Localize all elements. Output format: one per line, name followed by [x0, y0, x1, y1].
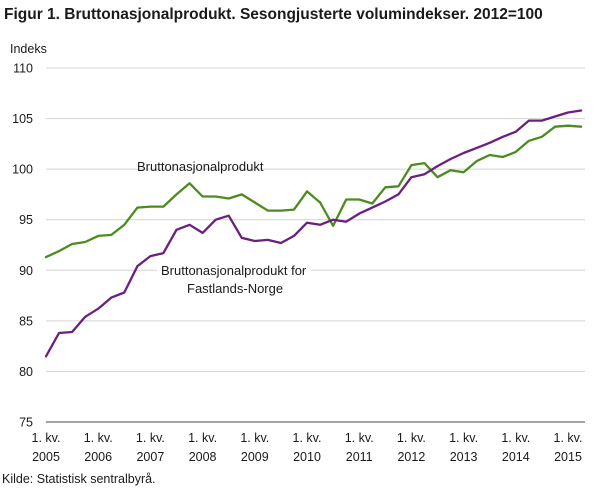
x-tick-label-top: 1. kv.: [554, 431, 583, 445]
annotation-fastland-line1: Bruttonasjonalprodukt for: [161, 263, 307, 278]
x-tick-label-year: 2008: [189, 450, 217, 464]
y-tick-label: 75: [19, 416, 33, 430]
x-tick-label-top: 1. kv.: [136, 431, 165, 445]
x-tick-label-top: 1. kv.: [84, 431, 113, 445]
x-tick-label-top: 1. kv.: [397, 431, 426, 445]
series-annotations: Bruttonasjonalprodukt Bruttonasjonalprod…: [137, 159, 311, 298]
annotation-bnp: Bruttonasjonalprodukt: [137, 159, 264, 174]
y-tick-label: 105: [12, 112, 33, 126]
x-tick-label-year: 2012: [397, 450, 425, 464]
x-tick-label-year: 2005: [32, 450, 60, 464]
y-axis-label: Indeks: [10, 42, 47, 56]
x-tick-label-year: 2011: [346, 450, 373, 464]
x-tick-label-top: 1. kv.: [501, 431, 530, 445]
y-tick-label: 100: [12, 163, 33, 177]
x-tick-label-year: 2014: [502, 450, 530, 464]
x-tick-labels: 1. kv. 2005 1. kv. 2006 1. kv. 2007 1. kv. 2008…: [32, 431, 583, 464]
y-tick-label: 85: [19, 314, 33, 328]
x-tick-label-top: 1. kv.: [449, 431, 478, 445]
y-tick-label: 110: [13, 62, 33, 76]
series-lines: [44, 109, 583, 358]
chart-title: Figur 1. Bruttonasjonalprodukt. Sesongju…: [4, 6, 543, 23]
x-tick-label-top: 1. kv.: [345, 431, 374, 445]
annotation-fastland-line2: Fastlands-Norge: [187, 281, 283, 296]
annotation-background: [157, 261, 311, 298]
x-tick-label-top: 1. kv.: [240, 431, 269, 445]
x-tick-label-year: 2007: [136, 450, 164, 464]
y-tick-label: 90: [19, 264, 33, 278]
y-tick-label: 95: [19, 213, 33, 227]
x-tick-label-top: 1. kv.: [32, 431, 61, 445]
x-tick-label-year: 2015: [554, 450, 582, 464]
x-tick-label-year: 2009: [241, 450, 269, 464]
x-tick-label-year: 2010: [293, 450, 321, 464]
y-tick-labels: 75 80 85 90 95 100 105 110: [12, 62, 33, 430]
y-tick-label: 80: [19, 365, 33, 379]
source-note: Kilde: Statistisk sentralbyrå.: [2, 472, 156, 486]
series-line-bnp: [44, 124, 583, 259]
series-line-fastlands-norge: [44, 109, 583, 358]
x-tick-label-year: 2006: [84, 450, 112, 464]
x-tick-label-top: 1. kv.: [293, 431, 322, 445]
x-tick-label-year: 2013: [450, 450, 478, 464]
x-tick-label-top: 1. kv.: [188, 431, 217, 445]
